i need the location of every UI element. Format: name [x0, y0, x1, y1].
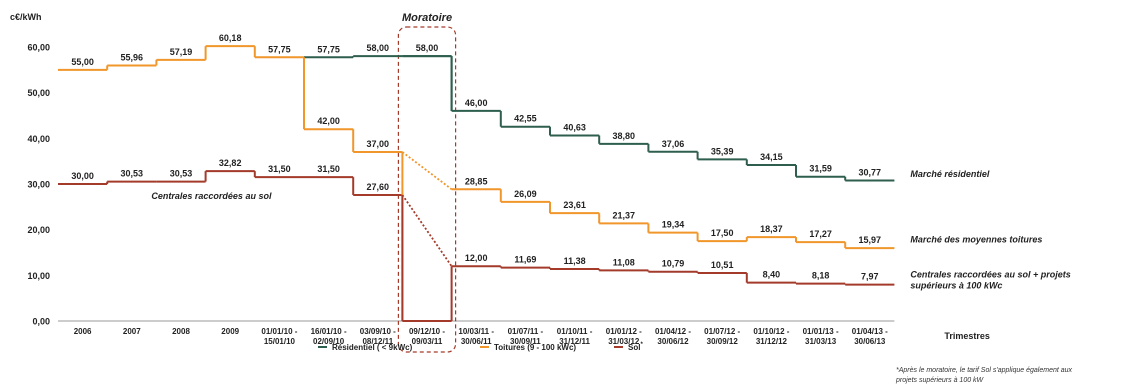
y-tick-label: 60,00	[27, 43, 50, 53]
x-tick-label: 01/10/11 -31/12/11	[557, 327, 593, 346]
data-label: 32,82	[219, 158, 242, 168]
x-tick-label: 01/07/12 -30/09/12	[704, 327, 740, 346]
annotation-residentiel: Marché résidentiel	[910, 169, 990, 179]
data-label: 8,18	[812, 271, 830, 281]
data-label: 7,97	[861, 272, 879, 282]
legend-label: Sol*	[628, 342, 643, 352]
annotation-sol: Centrales raccordées au sol	[151, 191, 272, 201]
x-tick-label: 2007	[123, 327, 141, 336]
data-label: 35,39	[711, 146, 734, 156]
series-1-dotted-connector	[401, 151, 453, 190]
footnote: *Après le moratoire, le tarif Sol s'appl…	[895, 367, 1073, 384]
data-label: 30,77	[859, 167, 882, 177]
legend-label: Résidentiel ( < 9kWc)	[332, 343, 413, 352]
x-tick-label: 01/10/12 -31/12/12	[753, 327, 789, 346]
x-tick-label: 01/01/12 -31/03/12	[606, 327, 642, 346]
x-tick-label: 01/04/12 -30/06/12	[655, 327, 691, 346]
y-tick-label: 50,00	[27, 88, 50, 98]
x-axis-label: Trimestres	[944, 331, 990, 341]
footnote-line: *Après le moratoire, le tarif Sol s'appl…	[896, 367, 1073, 374]
data-label: 30,53	[121, 169, 144, 179]
data-label: 31,59	[809, 164, 832, 174]
x-tick-label: 2009	[221, 327, 239, 336]
y-tick-label: 10,00	[27, 271, 50, 281]
data-label: 60,18	[219, 33, 242, 43]
data-label: 11,38	[564, 256, 586, 266]
data-label: 31,50	[317, 164, 340, 174]
annotation-toitures: Marché des moyennes toitures	[910, 234, 1042, 244]
data-label: 11,69	[514, 255, 536, 265]
data-labels: 46,00 42,55 40,63 38,80 37,06 35,39 34,15 31,59…	[71, 33, 881, 281]
data-label: 34,15	[760, 152, 783, 162]
data-label: 12,00	[465, 253, 488, 263]
y-tick-label: 0,00	[32, 317, 50, 327]
x-tick-label: 10/03/11 -30/06/11	[458, 327, 494, 346]
data-label: 17,27	[809, 229, 832, 239]
y-tick-label: 40,00	[27, 134, 50, 144]
data-label: 46,00	[465, 98, 488, 108]
data-label: 27,60	[367, 182, 390, 192]
data-label: 55,96	[121, 52, 144, 62]
data-label: 58,00	[367, 43, 390, 53]
annotation-sol-sup-2: supérieurs à 100 kWc	[910, 281, 1002, 291]
data-label: 57,75	[268, 44, 291, 54]
y-tick-label: 30,00	[27, 180, 50, 190]
data-label: 31,50	[268, 164, 291, 174]
data-label: 58,00	[416, 43, 439, 53]
data-label: 15,97	[859, 235, 882, 245]
data-label: 42,00	[317, 116, 340, 126]
x-tick-label: 01/04/13 -30/06/13	[852, 327, 888, 346]
x-axis: 2006 2007 2008 2009 01/01/10 -15/01/10 16/01/…	[58, 320, 990, 346]
data-label: 42,55	[514, 114, 537, 124]
moratorium-label: Moratoire	[402, 12, 452, 24]
data-label: 26,09	[514, 189, 537, 199]
y-axis: c€/kWh 0,00 10,00 20,00 30,00 40,00 50,00 60,00	[10, 12, 50, 327]
moratorium-box: Moratoire	[397, 12, 457, 353]
data-label: 10,51	[711, 260, 734, 270]
data-label: 30,53	[170, 169, 193, 179]
data-label: 57,19	[170, 47, 193, 57]
data-label: 38,80	[613, 131, 636, 141]
data-label: 17,50	[711, 228, 734, 238]
y-tick-label: 20,00	[27, 225, 50, 235]
data-label: 30,00	[71, 171, 94, 181]
x-tick-label: 01/01/13 -31/03/13	[803, 327, 839, 346]
annotations: Centrales raccordées au sol Marché réside…	[151, 169, 1070, 290]
legend-label: Toitures (9 - 100 kWc)	[494, 343, 576, 352]
data-label: 40,63	[563, 122, 586, 132]
data-label: 21,37	[613, 210, 636, 220]
data-label: 57,75	[317, 44, 340, 54]
data-label: 19,34	[662, 220, 685, 230]
x-tick-label: 01/07/11 -30/09/11	[508, 327, 544, 346]
y-axis-label: c€/kWh	[10, 12, 42, 22]
footnote-line: projets supérieurs à 100 kW	[895, 377, 985, 384]
data-label: 23,61	[563, 200, 586, 210]
legend: Résidentiel ( < 9kWc) Toitures (9 - 100 k…	[318, 342, 643, 352]
x-tick-label: 2008	[172, 327, 190, 336]
data-label: 10,79	[662, 259, 685, 269]
x-tick-label: 03/09/10 -08/12/11	[360, 327, 396, 346]
series-lines	[58, 45, 895, 322]
data-label: 37,06	[662, 139, 685, 149]
moratorium-box-frame	[397, 26, 457, 353]
data-label: 37,00	[367, 139, 390, 149]
x-tick-label: 2006	[74, 327, 92, 336]
x-tick-label: 01/01/10 -15/01/10	[261, 327, 297, 346]
data-label: 28,85	[465, 176, 488, 186]
series-2-dotted-connector	[401, 194, 453, 267]
x-tick-label: 09/12/10 -09/03/11	[409, 327, 445, 346]
data-label: 11,08	[613, 257, 635, 267]
data-label: 55,00	[71, 57, 94, 67]
data-label: 8,40	[763, 270, 781, 280]
annotation-sol-sup-1: Centrales raccordées au sol + projets	[910, 270, 1070, 280]
data-label: 18,37	[760, 224, 783, 234]
x-tick-label: 16/01/10 -02/09/10	[311, 327, 347, 346]
